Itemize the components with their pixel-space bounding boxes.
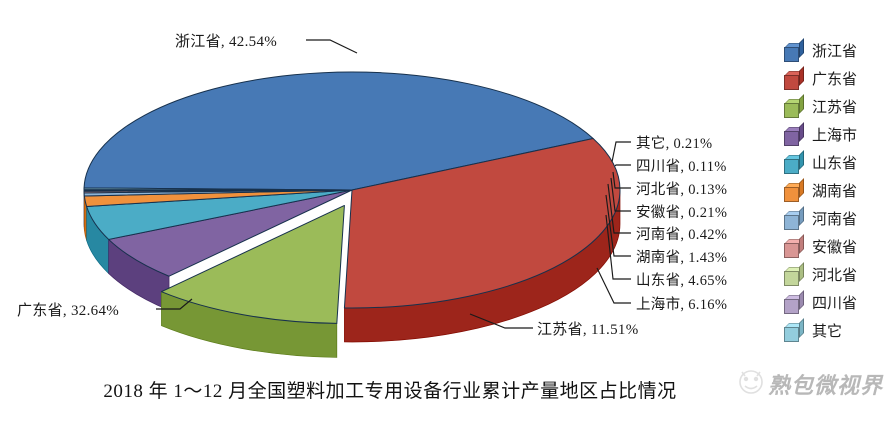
callout-guangdong: 广东省, 32.64% xyxy=(17,303,120,319)
legend-cube-icon xyxy=(784,149,804,174)
legend-item-label: 河北省 xyxy=(812,267,858,284)
legend-item-label: 四川省 xyxy=(812,295,858,312)
legend-item-label: 浙江省 xyxy=(812,43,858,60)
legend-item-label: 上海市 xyxy=(812,127,858,144)
legend-item-0[interactable]: 浙江省 xyxy=(784,37,896,66)
legend-item-label: 其它 xyxy=(812,323,843,340)
legend-item-label: 江苏省 xyxy=(812,99,858,116)
legend-item-label: 广东省 xyxy=(812,71,858,88)
legend-item-label: 安徽省 xyxy=(812,239,858,256)
legend-item-label: 湖南省 xyxy=(812,183,858,200)
legend-item-6[interactable]: 河南省 xyxy=(784,205,896,234)
leader-line-henan xyxy=(607,183,631,234)
legend-item-label: 河南省 xyxy=(812,211,858,228)
leader-line-hebei xyxy=(612,171,631,189)
leader-line-zhejiang xyxy=(306,39,358,54)
callout-sichuan: 四川省, 0.11% xyxy=(636,159,727,175)
chart-title: 2018 年 1～12 月全国塑料加工专用设备行业累计产量地区占比情况 xyxy=(103,381,677,402)
legend-cube-icon xyxy=(784,177,804,202)
leader-line-sichuan xyxy=(614,164,631,167)
callout-zhejiang: 浙江省, 42.54% xyxy=(175,34,278,50)
pie-slice-top-2 xyxy=(160,204,345,324)
legend-cube-icon xyxy=(784,121,804,146)
legend-item-2[interactable]: 江苏省 xyxy=(784,93,896,122)
legend-cube-icon xyxy=(784,205,804,230)
legend-item-4[interactable]: 山东省 xyxy=(784,149,896,178)
callout-shanghai: 上海市, 6.16% xyxy=(636,297,728,313)
legend-cube-icon xyxy=(784,261,804,286)
callout-qita: 其它, 0.21% xyxy=(636,136,713,152)
leader-line-qita xyxy=(611,141,631,163)
pie-group xyxy=(83,71,621,358)
callout-henan: 河南省, 0.42% xyxy=(636,227,728,243)
legend-cube-icon xyxy=(784,37,804,62)
callout-jiangsu: 江苏省, 11.51% xyxy=(537,322,639,338)
pie-slice-top-1 xyxy=(343,138,621,309)
legend-item-1[interactable]: 广东省 xyxy=(784,65,896,94)
callout-hebei: 河北省, 0.13% xyxy=(636,182,728,198)
leader-line-hunan xyxy=(605,194,631,257)
legend-item-8[interactable]: 河北省 xyxy=(784,261,896,290)
legend-cube-icon xyxy=(784,289,804,314)
legend-cube-icon xyxy=(784,233,804,258)
legend-cube-icon xyxy=(784,65,804,90)
legend-item-label: 山东省 xyxy=(812,155,858,172)
pie-slice-top-0 xyxy=(83,71,594,191)
chart-legend: 浙江省广东省江苏省上海市山东省湖南省河南省安徽省河北省四川省其它 xyxy=(784,37,896,346)
leader-line-jiangsu xyxy=(469,313,533,329)
callout-shandong: 山东省, 4.65% xyxy=(636,273,728,289)
callout-hunan: 湖南省, 1.43% xyxy=(636,250,728,266)
legend-item-5[interactable]: 湖南省 xyxy=(784,177,896,206)
leader-line-shanghai xyxy=(596,267,631,304)
leader-line-shandong xyxy=(605,214,631,280)
leader-line-anhui xyxy=(610,177,631,212)
legend-item-9[interactable]: 四川省 xyxy=(784,289,896,318)
legend-item-3[interactable]: 上海市 xyxy=(784,121,896,150)
pie-slice-top-10 xyxy=(83,187,353,191)
legend-item-7[interactable]: 安徽省 xyxy=(784,233,896,262)
leader-lines xyxy=(156,39,631,329)
legend-cube-icon xyxy=(784,317,804,342)
callout-anhui: 安徽省, 0.21% xyxy=(636,205,728,221)
legend-item-10[interactable]: 其它 xyxy=(784,317,896,346)
legend-cube-icon xyxy=(784,93,804,118)
leader-line-guangdong xyxy=(156,298,193,310)
